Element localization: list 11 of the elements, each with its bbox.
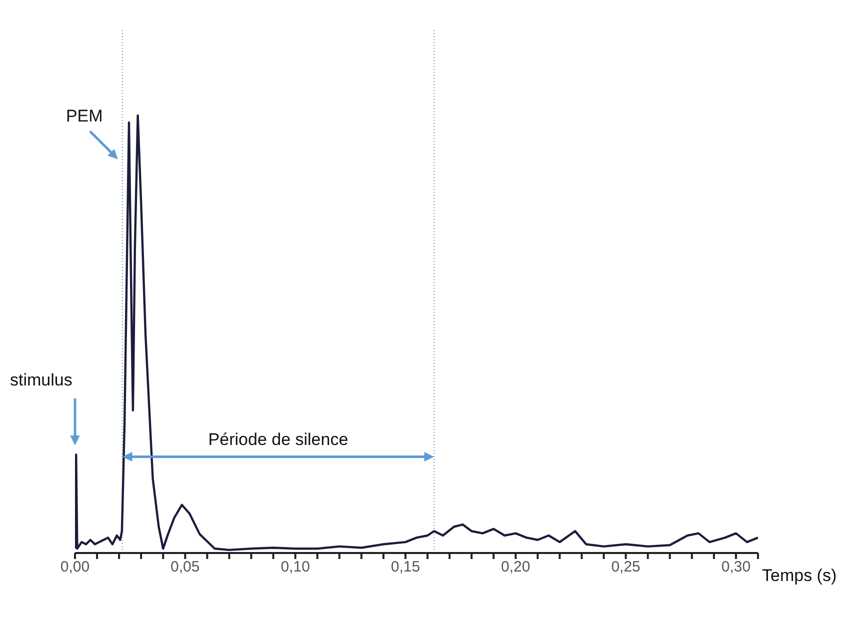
x-tick-label: 0,30	[721, 558, 751, 576]
x-tick-label: 0,10	[280, 558, 310, 576]
x-tick-label: 0,05	[170, 558, 200, 576]
x-tick-label: 0,00	[60, 558, 90, 576]
text: stimulus	[10, 370, 72, 390]
x-tick-label: 0,15	[390, 558, 420, 576]
x-axis-title: Temps (s)	[762, 566, 837, 585]
x-tick-label: 0,25	[611, 558, 640, 576]
annotation: Période de silence	[208, 430, 348, 449]
annotation: PEM	[66, 106, 103, 126]
x-tick-label: 0,20	[501, 558, 530, 576]
